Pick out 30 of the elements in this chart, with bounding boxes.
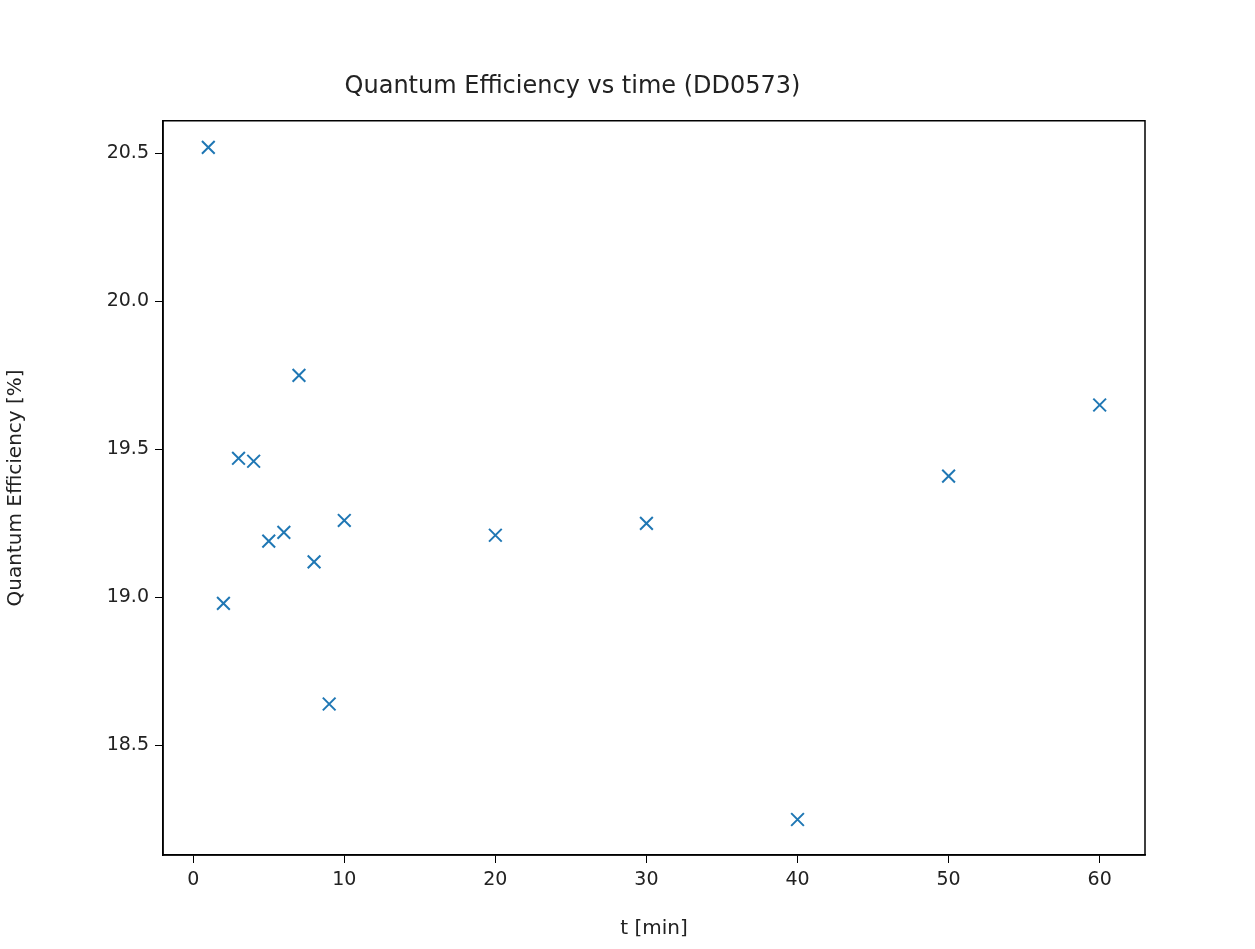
x-tick-label: 20	[483, 867, 508, 890]
point	[231, 450, 246, 466]
y-tick-label: 20.5	[106, 140, 149, 163]
y-tick-label: 20.0	[106, 288, 149, 311]
x-tick-label: 30	[634, 867, 659, 890]
point	[200, 140, 216, 155]
x-axis-title: t [min]	[620, 915, 688, 940]
point	[1092, 397, 1108, 413]
x-tick-label: 10	[332, 867, 357, 890]
point	[639, 516, 654, 531]
point	[321, 696, 337, 712]
point	[261, 533, 277, 549]
point	[276, 524, 292, 540]
x-tick-label: 50	[936, 867, 961, 890]
point	[336, 513, 352, 528]
y-tick-label: 19.0	[106, 584, 149, 607]
point	[488, 527, 503, 543]
x-tick-label: 60	[1087, 867, 1112, 890]
chart-title: Quantum Efficiency vs time (DD0573)	[344, 70, 801, 99]
point	[291, 368, 307, 383]
x-tick-label: 40	[785, 867, 810, 890]
y-tick-label: 19.5	[106, 436, 149, 459]
y-tick-label: 18.5	[106, 732, 149, 755]
point	[306, 554, 322, 570]
y-axis-title: Quantum Efficiency [%]	[2, 369, 27, 607]
point	[246, 453, 262, 469]
point	[941, 468, 956, 484]
point	[216, 596, 231, 611]
point	[790, 812, 805, 827]
x-tick-label: 0	[187, 867, 200, 890]
